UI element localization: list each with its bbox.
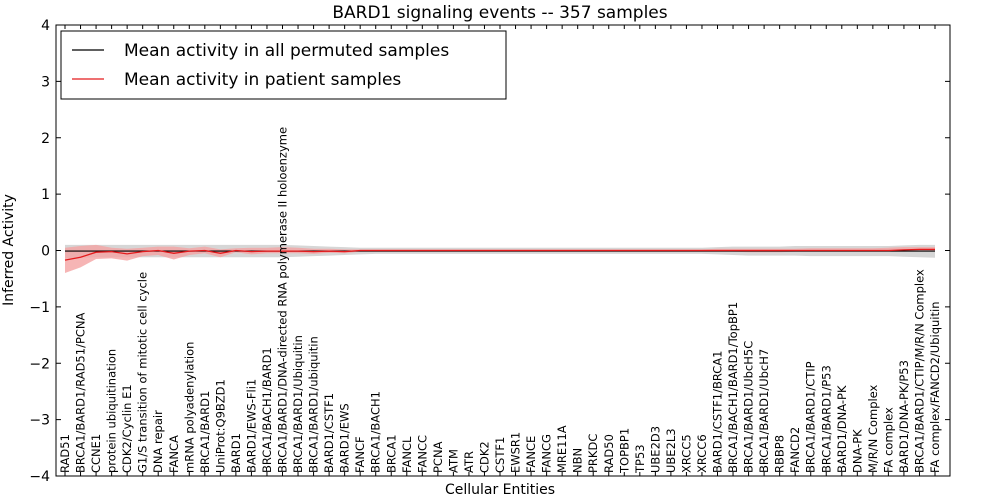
x-tick-label: FANCF [353,436,367,473]
x-tick-label: FANCG [540,434,554,473]
x-ticks: RAD51 BRCA1/BARD1/RAD51/PCNA CCNE1 protein … [58,25,942,476]
confidence-bands [65,244,935,273]
x-tick-label: BRCA1/BACH1/BARD1/TopBP1 [726,302,740,473]
x-tick-label: XRCC5 [679,434,693,473]
x-axis-label: Cellular Entities [445,482,555,498]
y-tick-label: −4 [29,469,50,485]
x-tick-label: BRCA1/BACH1 [369,391,383,473]
x-tick-label: TOPBP1 [617,428,631,474]
series-lines [64,248,935,261]
legend-label-permuted: Mean activity in all permuted samples [124,41,449,61]
x-tick-label: CDK2 [478,441,492,473]
legend: Mean activity in all permuted samples Me… [60,30,507,100]
x-tick-label: BRCA1/BARD1/CTIP [804,361,818,473]
chart-title: BARD1 signaling events -- 357 samples [332,3,667,23]
x-tick-label: EWSR1 [509,432,523,473]
x-tick-label: protein ubiquitination [105,349,119,473]
x-tick-label: DNA-PK [850,429,864,473]
plot-frame [55,24,951,477]
x-tick-label: BRCA1/BARD1/P53 [819,365,833,473]
x-tick-label: PRKDC [586,434,600,473]
x-tick-label: CDK2/Cyclin E1 [120,384,134,473]
y-tick-label: −2 [29,356,50,372]
x-tick-label: BRCA1/BARD1/CTIP/M/R/N Complex [913,269,927,473]
x-tick-label: ATR [462,451,476,473]
x-tick-label: BARD1/DNA-PK/P53 [897,360,911,473]
x-tick-label: MRE11A [555,425,569,473]
x-tick-label: BARD1/CSTF1 [322,393,336,473]
x-tick-label: BRCA1/BARD1/RAD51/PCNA [74,312,88,473]
x-tick-label: RAD51 [58,434,72,473]
x-tick-label: BRCA1/BARD1/ubiquitin [307,336,321,473]
x-tick-label: XRCC6 [695,434,709,473]
x-tick-label: FANCD2 [788,427,802,473]
x-tick-label: BARD1/CSTF1/BRCA1 [711,351,725,473]
x-tick-label: mRNA polyadenylation [182,342,196,473]
x-tick-label: BARD1/EWS [338,403,352,473]
x-tick-label: BRCA1/BARD1 [198,391,212,473]
x-tick-label: UBE2D3 [648,426,662,473]
x-tick-label: RAD50 [602,434,616,473]
x-tick-label: BRCA1/BARD1/UbcH7 [757,349,771,473]
y-tick-label: 3 [41,74,50,90]
x-tick-label: FANCA [167,435,181,473]
x-tick-label: FANCL [400,436,414,473]
x-tick-label: UBE2L3 [664,428,678,473]
x-tick-label: DNA repair [151,410,165,473]
x-tick-label: BARD1 [229,433,243,473]
x-tick-label: FANCC [415,435,429,473]
x-tick-label: BARD1/EWS-Fli1 [244,379,258,473]
x-tick-label: CSTF1 [493,437,507,473]
x-tick-label: FA complex [881,407,895,473]
x-tick-label: G1/S transition of mitotic cell cycle [136,272,150,473]
x-tick-label: NBN [571,448,585,473]
x-tick-label: BRCA1/BACH1/BARD1 [260,347,274,473]
patient-mean-line [64,248,935,261]
patient-band [65,244,935,273]
y-tick-label: 4 [41,18,50,34]
x-tick-label: BRCA1/BARD1/DNA-directed RNA polymerase … [276,127,290,473]
x-tick-label: BRCA1/BARD1/Ubiquitin [291,335,305,473]
y-tick-label: 0 [41,244,50,260]
x-tick-label: BRCA1/BARD1/UbcH5C [742,341,756,473]
legend-label-patient: Mean activity in patient samples [124,70,401,90]
y-ticks: −4 −3 −2 −1 0 1 2 3 4 [29,18,950,485]
y-tick-label: 2 [41,131,50,147]
x-tick-label: M/R/N Complex [866,384,880,473]
x-tick-label: ATM [446,449,460,473]
x-tick-label: RBBP8 [773,435,787,473]
y-tick-label: −3 [29,413,50,429]
y-tick-label: −1 [29,300,50,316]
x-tick-label: PCNA [431,441,445,473]
x-tick-label: BRCA1 [384,434,398,473]
x-tick-label: FANCE [524,436,538,473]
legend-box [60,30,507,100]
x-tick-label: FA complex/FANCD2/Ubiquitin [928,302,942,473]
x-tick-label: TP53 [633,444,647,474]
y-axis-label: Inferred Activity [1,194,17,306]
x-tick-label: BARD1/DNA-PK [835,385,849,473]
x-tick-label: UniProt:Q9BZD1 [213,379,227,473]
y-tick-label: 1 [41,187,50,203]
x-tick-label: CCNE1 [89,434,103,473]
